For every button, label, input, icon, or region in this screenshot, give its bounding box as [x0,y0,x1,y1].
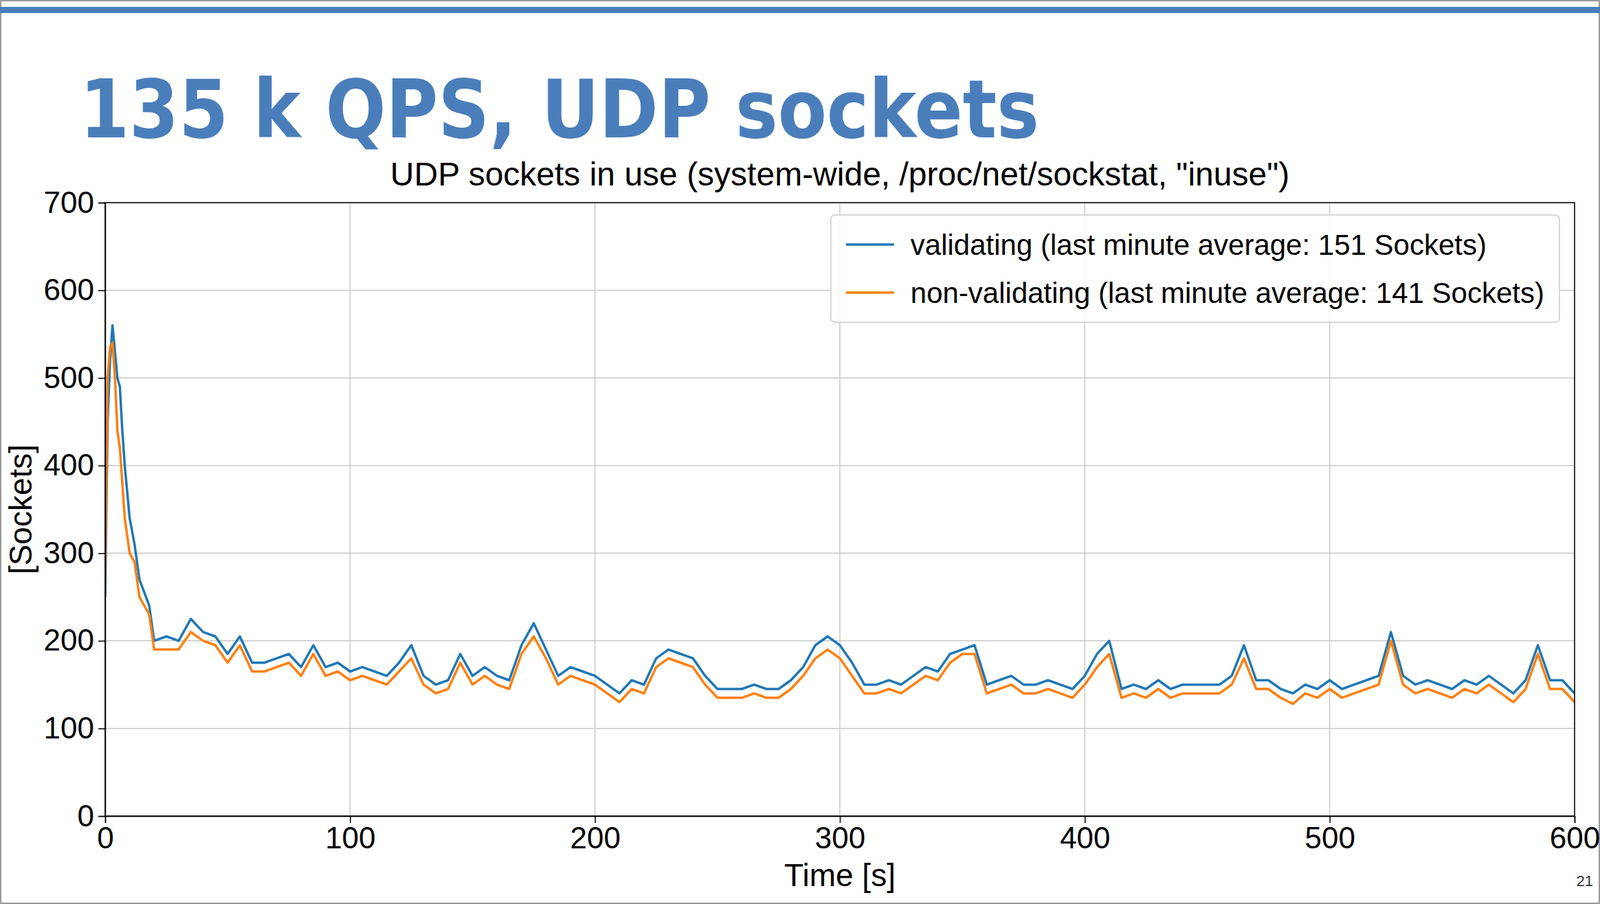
tick: 400 [43,448,106,482]
tick: 600 [43,272,106,307]
grid-line-x [594,202,596,817]
tick: 600 [1549,816,1600,855]
tick: 500 [43,360,106,395]
tick: 200 [569,816,620,855]
legend-box [830,215,1560,323]
tick-label: 300 [815,821,866,855]
slide-frame [0,0,1600,904]
slide: 135 k QPS, UDP sockets 21 0 100 200 300 400 500… [0,0,1600,904]
tick: 300 [43,536,106,570]
tick: 0 [96,816,114,855]
legend-swatch [846,291,895,295]
legend-label: validating (last minute average: 151 Soc… [910,228,1487,262]
tick-label: 200 [43,623,95,658]
legend: validating (last minute average: 151 Soc… [830,215,1560,323]
tick-label: 500 [1304,821,1355,855]
tick: 300 [815,816,866,855]
tick-label: 600 [1549,821,1600,855]
tick: 200 [43,623,106,658]
x-axis-title: Time [s] [784,857,896,894]
tick: 100 [325,816,376,855]
tick-mark [98,728,106,730]
legend-swatch [846,243,895,247]
grid [105,202,1575,817]
tick-label: 200 [569,821,620,855]
tick-label: 0 [77,799,95,833]
tick: 700 [43,185,106,220]
tick-label: 700 [43,185,95,220]
tick-mark [98,378,106,380]
top-bar [0,6,1600,14]
tick: 100 [43,711,106,746]
grid-line-y [105,377,1575,379]
grid-line-y [105,728,1575,730]
tick-mark [98,465,106,467]
tick: 500 [1304,816,1355,855]
grid-line-x [349,202,352,817]
tick-label: 100 [325,821,376,855]
slide-title: 135 k QPS, UDP sockets [79,61,1040,157]
tick: 0 [77,799,106,833]
tick-mark [98,641,106,643]
x-axis: 0 100 200 300 400 500 600 [96,816,1600,855]
grid-line-y [105,553,1575,555]
tick: 400 [1059,816,1110,855]
chart-title: UDP sockets in use (system-wide, /proc/n… [390,156,1290,193]
series-lines [105,325,1575,705]
series-line [105,342,1575,705]
grid-line-y [105,465,1575,467]
tick-label: 300 [43,536,95,570]
tick-mark [98,202,106,205]
series-line [105,325,1575,695]
tick-label: 400 [43,448,95,482]
tick-label: 400 [1059,821,1110,855]
axis-line [98,203,106,818]
tick-label: 100 [43,711,95,746]
tick-mark [98,553,106,555]
y-axis: 0 100 200 300 400 500 600 700 [43,185,106,833]
legend-label: non-validating (last minute average: 141… [910,276,1545,310]
tick-mark [98,290,106,292]
y-axis-title: [Sockets] [2,444,39,575]
tick-label: 500 [43,360,95,395]
tick-mark [98,816,106,818]
tick-label: 0 [96,821,114,855]
grid-line-y [105,640,1575,642]
page-number: 21 [1576,872,1594,891]
plot-frame [105,202,1575,817]
tick-label: 600 [43,272,95,307]
